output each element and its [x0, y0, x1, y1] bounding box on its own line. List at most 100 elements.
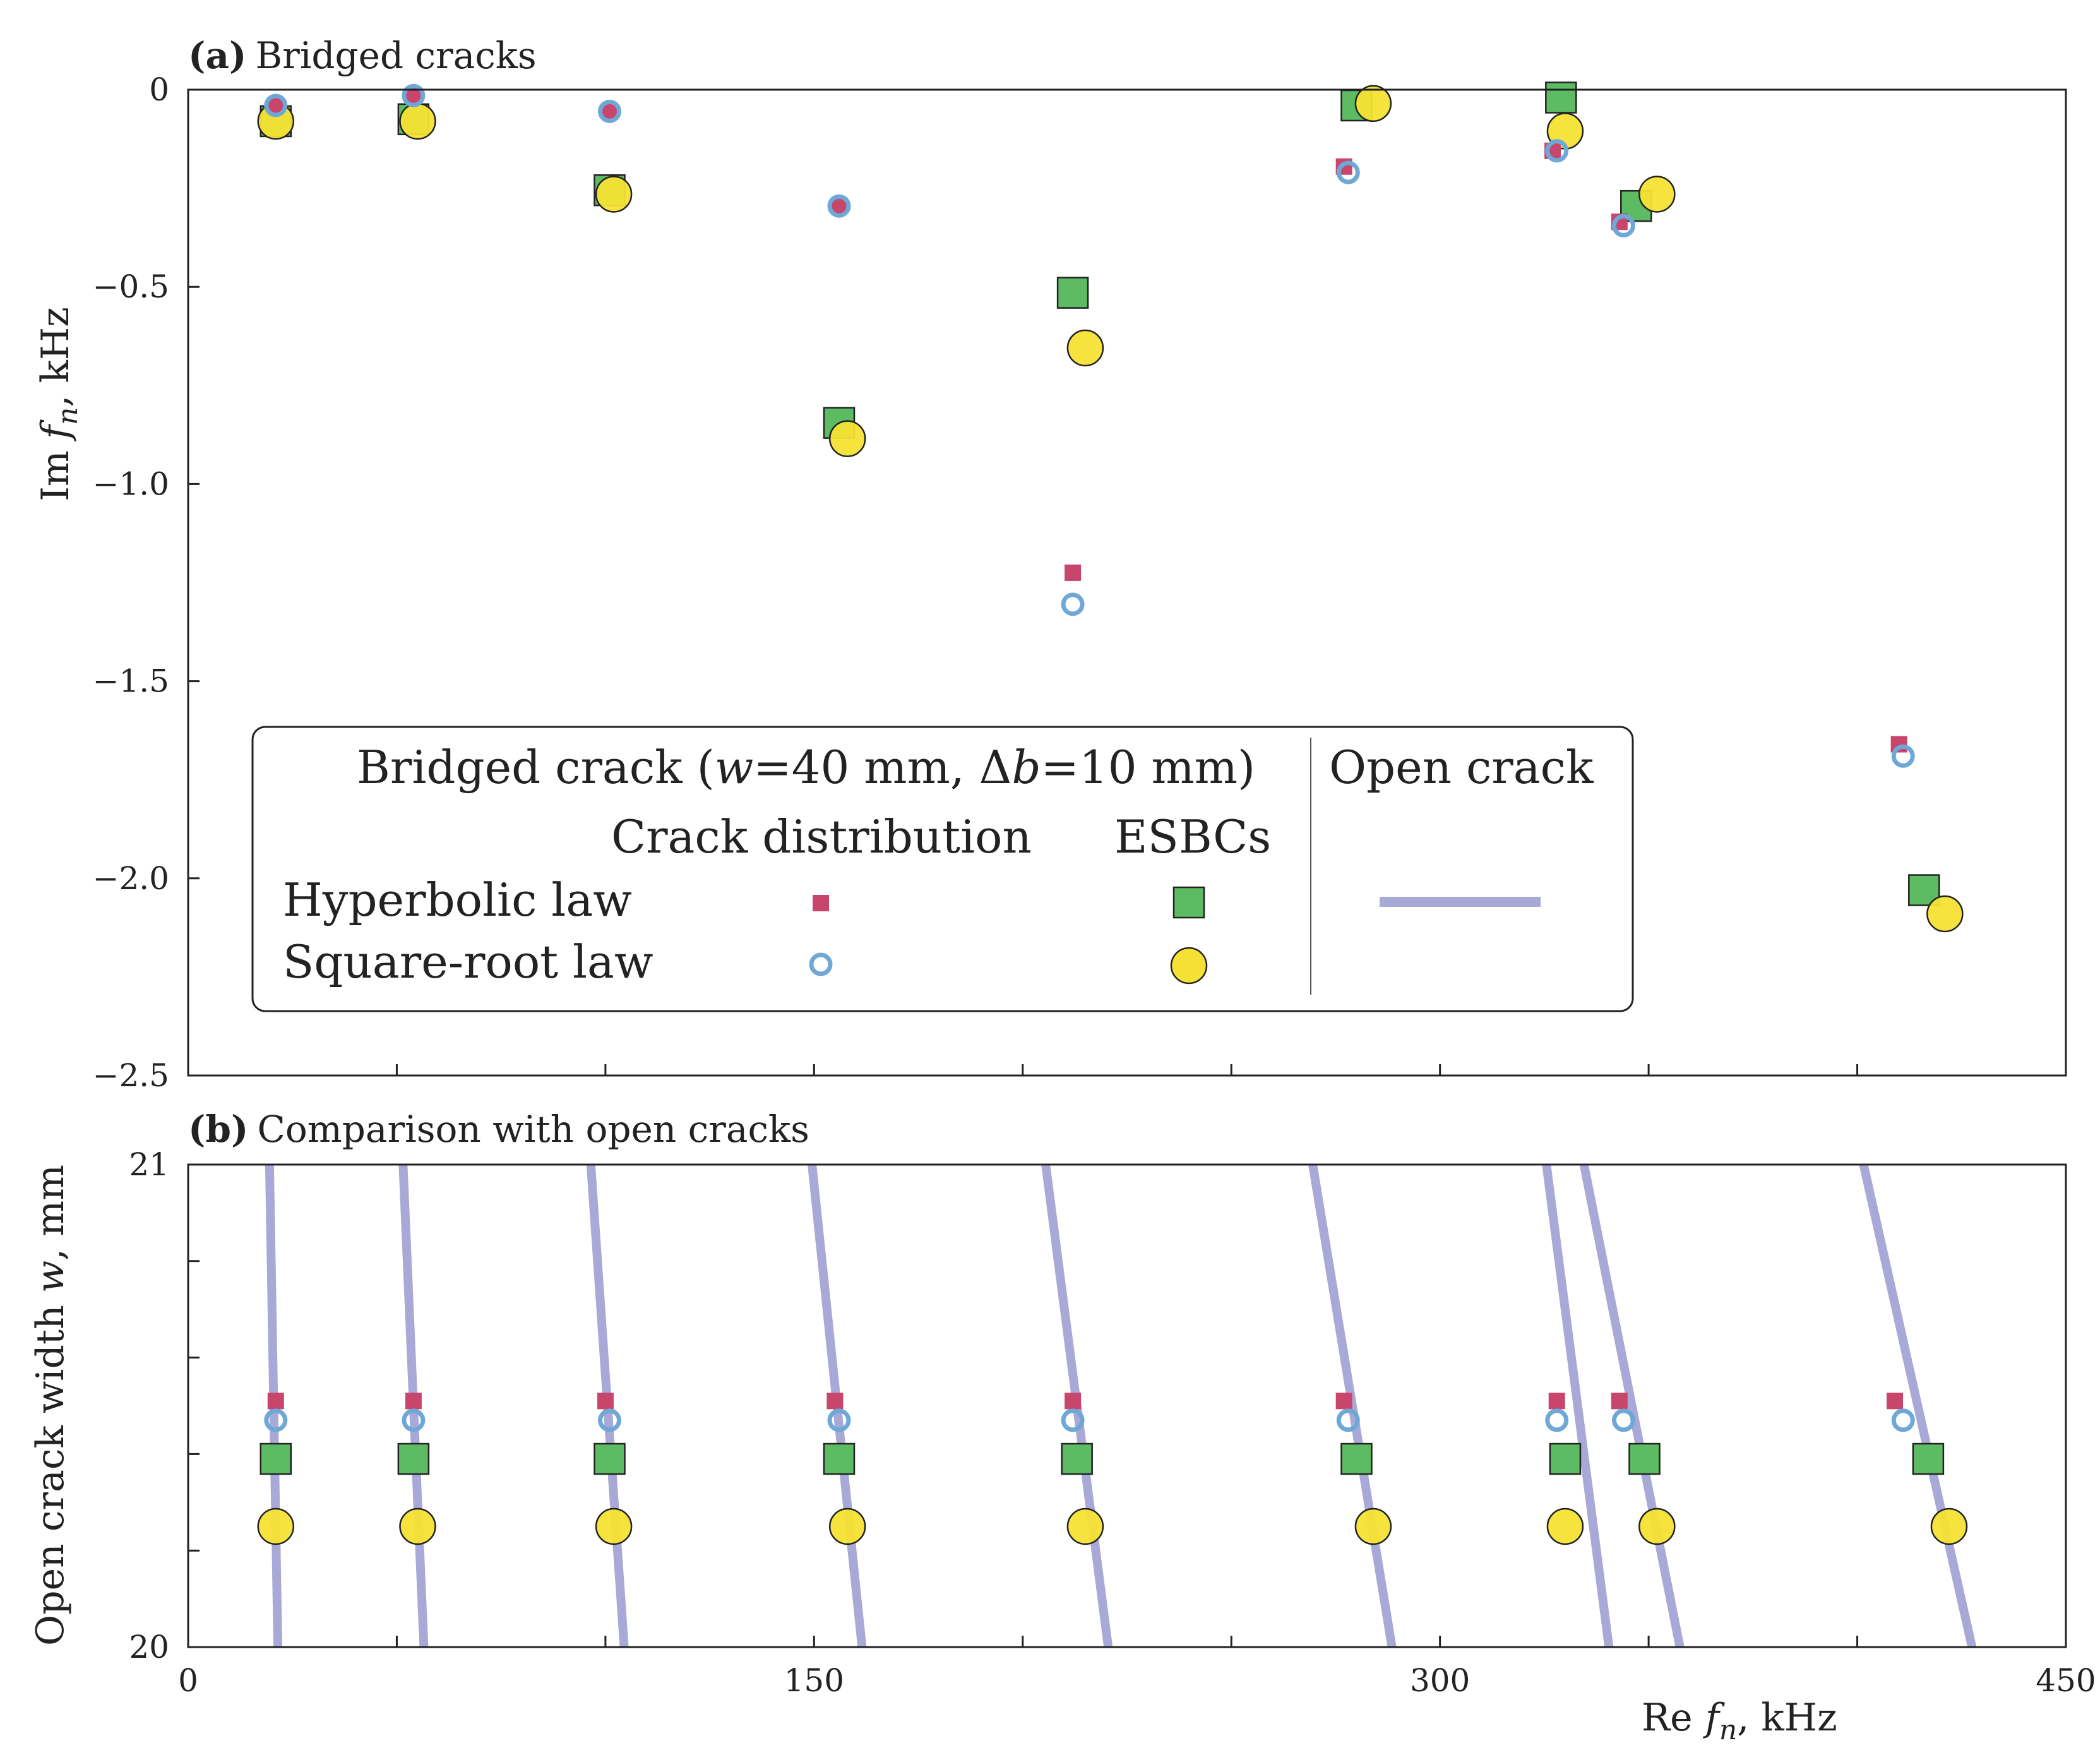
panel-b-frame — [187, 1163, 2067, 1648]
panel-a-data — [257, 81, 1964, 933]
hyperbolic-distribution-point — [267, 1393, 284, 1410]
panel-b-open-crack-lines — [265, 1163, 1977, 1648]
sqrt-esbc-point — [595, 176, 633, 213]
hyperbolic-esbc-point — [1549, 1442, 1582, 1475]
hyperbolic-esbc-point — [1912, 1442, 1945, 1475]
legend-marker-hyperbolic-esbc — [1172, 886, 1205, 919]
hyperbolic-esbc-point — [1340, 1442, 1373, 1475]
hyperbolic-esbc-point — [1056, 277, 1089, 309]
panel-a-title-letter: (a) — [188, 34, 246, 77]
open-crack-line — [1859, 1163, 1977, 1648]
sqrt-esbc-point — [1930, 1507, 1968, 1545]
hyperbolic-distribution-point — [597, 1393, 614, 1410]
panel-a-ytick-label: −2.5 — [93, 1057, 169, 1094]
sqrt-esbc-point — [828, 1507, 866, 1545]
sqrt-distribution-point — [1061, 592, 1085, 616]
legend-header: Bridged crack (w=40 mm, Δb=10 mm) — [357, 741, 1255, 794]
panel-b-xtick-label: 0 — [178, 1662, 198, 1699]
sqrt-esbc-point — [595, 1507, 633, 1545]
hyperbolic-esbc-point — [260, 1442, 292, 1475]
sqrt-distribution-point — [1061, 1408, 1085, 1432]
legend-col-esbcs: ESBCs — [1114, 810, 1271, 863]
hyperbolic-distribution-point — [1065, 1393, 1082, 1410]
legend-header-w: w — [715, 741, 754, 794]
sqrt-distribution-point — [827, 1408, 851, 1432]
hyperbolic-esbc-point — [397, 1442, 430, 1475]
sqrt-esbc-point — [1546, 1507, 1584, 1545]
panel-b-xlabel: Re fn, kHz — [1642, 1696, 1837, 1746]
hyperbolic-esbc-point — [823, 1442, 856, 1475]
hyperbolic-distribution-point — [1887, 1393, 1904, 1410]
panel-a-ytick-label: −1.5 — [93, 663, 169, 700]
sqrt-esbc-point — [1638, 176, 1676, 213]
panel-b-ylabel-var: w — [28, 1261, 73, 1293]
sqrt-esbc-point — [1638, 1507, 1676, 1545]
panel-a-ylabel-main: Im — [33, 450, 78, 501]
hyperbolic-distribution-point — [1335, 1393, 1352, 1410]
sqrt-distribution-point — [1336, 160, 1360, 184]
panel-b-ylabel-main: Open crack width — [28, 1293, 73, 1646]
panel-b-xtick-label: 450 — [2036, 1662, 2096, 1699]
open-crack-line — [1579, 1163, 1685, 1648]
panel-a-ticks: 0 −0.5 −1.0 −1.5 −2.0 −2.5 — [93, 71, 1859, 1094]
sqrt-esbc-point — [1066, 1507, 1104, 1545]
sqrt-distribution-point — [1611, 213, 1635, 237]
panel-a-ylabel-sub: n — [52, 407, 84, 425]
sqrt-esbc-point — [399, 1507, 436, 1545]
panel-b-title: (b) Comparison with open cracks — [188, 1108, 809, 1151]
panel-a-frame — [187, 88, 2067, 1077]
sqrt-distribution-point — [1891, 744, 1915, 768]
sqrt-distribution-point — [402, 1408, 426, 1432]
panel-a-ylabel-unit: , kHz — [33, 307, 78, 407]
hyperbolic-esbc-point — [1545, 81, 1577, 114]
panel-b-title-letter: (b) — [188, 1108, 248, 1151]
legend-col-crack-distribution: Crack distribution — [611, 810, 1032, 863]
sqrt-distribution-point — [1336, 1408, 1360, 1432]
panel-a-ytick-label: −1.0 — [93, 465, 169, 502]
open-crack-line — [1542, 1164, 1614, 1648]
sqrt-esbc-point — [1354, 1507, 1392, 1545]
hyperbolic-distribution-point — [1548, 1393, 1565, 1410]
panel-a: (a) Bridged cracks 0−0.5−1.0−1.5−2.0−2.5 … — [33, 34, 2067, 1094]
panel-a-title: (a) Bridged cracks — [188, 34, 537, 77]
legend: Bridged crack (w=40 mm, Δb=10 mm) Open c… — [251, 726, 1634, 1012]
panel-b-xlabel-sub: n — [1719, 1714, 1737, 1746]
panel-b-title-text: Comparison with open cracks — [257, 1108, 809, 1151]
sqrt-esbc-point — [1926, 895, 1964, 933]
sqrt-esbc-point — [257, 1507, 295, 1545]
panel-b: (b) Comparison with open cracks 0 150 300 45… — [28, 1108, 2096, 1746]
panel-a-title-text: Bridged cracks — [255, 34, 536, 77]
sqrt-distribution-point — [597, 1408, 621, 1432]
panel-b-data — [257, 1393, 1968, 1545]
panel-b-ylabel-unit: , mm — [28, 1165, 73, 1261]
sqrt-distribution-point — [1891, 1408, 1915, 1432]
panel-b-xlabel-unit: , kHz — [1737, 1696, 1837, 1740]
legend-header-end: =10 mm) — [1041, 741, 1255, 794]
panel-a-ytick-label: 0 — [149, 71, 169, 108]
hyperbolic-esbc-point — [1628, 1442, 1661, 1475]
panel-a-ylabel: Imfn, kHz — [33, 307, 84, 501]
sqrt-distribution-point — [597, 99, 621, 123]
panel-b-ytick-label: 21 — [129, 1146, 169, 1183]
panel-b-ylabel: Open crack width w, mm — [28, 1165, 73, 1646]
legend-box — [251, 726, 1634, 1012]
sqrt-distribution-point — [1545, 1408, 1569, 1432]
sqrt-esbc-point — [1066, 329, 1104, 367]
panel-b-xtick-label: 150 — [784, 1662, 844, 1699]
legend-marker-hyperbolic-distribution — [813, 895, 829, 911]
hyperbolic-esbc-point — [594, 1442, 626, 1475]
legend-open-crack: Open crack — [1329, 741, 1594, 794]
panel-b-xtick-label: 300 — [1410, 1662, 1470, 1699]
panel-a-ytick-label: −2.0 — [93, 860, 169, 897]
hyperbolic-esbc-point — [1061, 1442, 1093, 1475]
hyperbolic-distribution-point — [826, 1393, 844, 1410]
hyperbolic-distribution-point — [405, 1393, 422, 1410]
legend-row-hyperbolic: Hyperbolic law — [283, 873, 632, 926]
sqrt-distribution-point — [827, 194, 851, 218]
panel-b-ticks: 0 150 300 450 20 21 — [129, 1146, 2096, 1699]
open-crack-line — [1308, 1163, 1397, 1648]
sqrt-distribution-point — [264, 1408, 288, 1432]
sqrt-esbc-point — [399, 102, 436, 140]
legend-header-mid: =40 mm, Δ — [753, 741, 1011, 794]
panel-b-xlabel-main: Re — [1642, 1696, 1693, 1740]
